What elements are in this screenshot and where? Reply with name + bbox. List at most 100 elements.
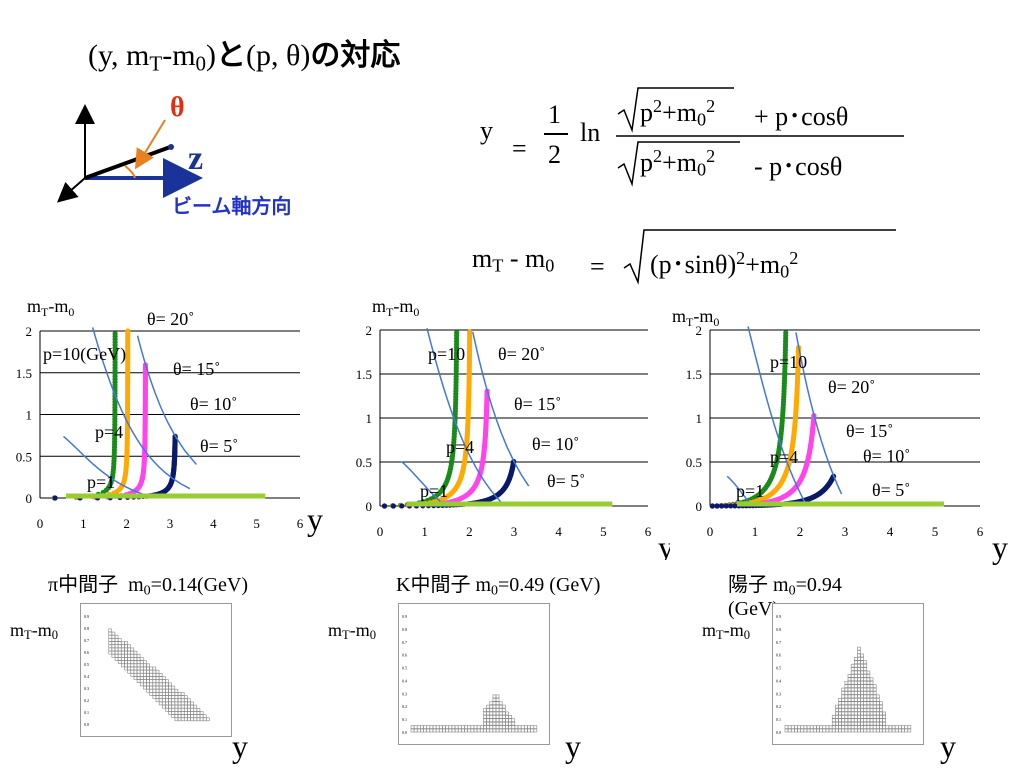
formula2-eq: = xyxy=(590,252,605,281)
mini-cell xyxy=(136,679,141,684)
mini-cell xyxy=(117,657,122,661)
mini-cell xyxy=(495,715,500,719)
mini-cell xyxy=(860,687,864,692)
mini-cell xyxy=(193,707,198,712)
y-tick-label: 2 xyxy=(26,324,33,339)
mini-cell xyxy=(841,691,845,695)
mini-cell xyxy=(124,657,128,661)
mini-cell xyxy=(860,670,864,675)
mini-cell xyxy=(114,638,119,642)
mini-cell xyxy=(111,647,116,652)
proton-mass-label: 陽子 m0=0.94 xyxy=(728,574,842,599)
mini-tick: 0.9 xyxy=(776,614,781,619)
mini-cell xyxy=(854,680,858,685)
mini-cell xyxy=(882,718,886,723)
mini-cell xyxy=(193,704,198,709)
mini-cell xyxy=(882,715,886,719)
mini-cell xyxy=(180,704,185,709)
mini-cell xyxy=(146,676,150,680)
mini-cell xyxy=(130,669,135,674)
mini-cell xyxy=(439,725,443,729)
mini-cell xyxy=(486,718,490,723)
mini-cell xyxy=(847,715,852,719)
mini-cell xyxy=(502,704,506,709)
mini-tick: 0.5 xyxy=(84,662,89,667)
mini-cell xyxy=(184,707,188,712)
mini-cell xyxy=(184,701,188,706)
mini-cell xyxy=(860,704,864,709)
mini-cell xyxy=(857,663,861,668)
mini-cell xyxy=(108,634,113,639)
mini-cell xyxy=(841,701,845,706)
mini-cell xyxy=(143,666,147,671)
mini-cell xyxy=(857,691,861,695)
mini-cell xyxy=(187,704,191,709)
mini-cell xyxy=(143,669,147,674)
mini-cell xyxy=(850,674,855,678)
mini-cell xyxy=(486,711,490,716)
mini-cell xyxy=(149,688,153,693)
mini-cell xyxy=(850,694,855,699)
mini-cell xyxy=(489,708,494,712)
mini-cell xyxy=(863,680,868,685)
mini-cell xyxy=(492,728,497,733)
k-chart: mT-m0 0 0.5 1 1.5 2 0 1 2 3 4 5 6 y p=10 θ= 20˚ θ= 15˚ p=… xyxy=(356,296,670,560)
mini-cell xyxy=(146,663,150,668)
chart-annotation: θ= 20˚ xyxy=(498,344,545,364)
chart-annotation: p=4 xyxy=(770,447,798,467)
mini-cell xyxy=(511,721,516,726)
mini-cell xyxy=(199,717,204,722)
mini-cell xyxy=(492,715,497,719)
mini-cell xyxy=(155,688,160,693)
mini-cell xyxy=(835,725,839,729)
mini-cell xyxy=(117,653,122,658)
mini-cell xyxy=(838,711,842,716)
mini-cell xyxy=(476,725,481,729)
mini-cell xyxy=(854,667,858,671)
mini-cell xyxy=(139,657,144,661)
mini-cell xyxy=(158,688,163,693)
mini-cell xyxy=(139,679,144,684)
mini-cell xyxy=(158,676,163,680)
mini-tick: 0.7 xyxy=(402,640,407,645)
mini-cell xyxy=(866,674,871,678)
mini-cell xyxy=(124,660,128,664)
mini-cell xyxy=(117,647,122,652)
mini-cell xyxy=(854,677,858,682)
mini-cell xyxy=(860,660,864,665)
mini-cell xyxy=(117,638,122,642)
mini-cell xyxy=(124,641,128,645)
mini-cell xyxy=(470,728,475,733)
chart-annotation: θ= 10˚ xyxy=(532,434,579,454)
mini-cell xyxy=(133,669,138,674)
mini-cell xyxy=(127,653,131,658)
theta-10-series xyxy=(52,362,149,501)
mini-cell xyxy=(480,728,484,733)
mini-cell xyxy=(168,711,172,715)
x-tick-label: 4 xyxy=(887,524,894,539)
mini-cell xyxy=(854,711,858,716)
mini-tick: 0.0 xyxy=(402,730,407,735)
chart-annotation: p=1 xyxy=(736,481,764,501)
mini-cell xyxy=(860,721,864,726)
mini-cell xyxy=(121,650,125,655)
mini-cell xyxy=(136,669,141,674)
mini-cell xyxy=(162,682,166,687)
mini-cell xyxy=(838,721,842,726)
mini2-xlabel: y xyxy=(565,728,581,764)
mini-cell xyxy=(819,728,823,733)
mini-cell xyxy=(139,673,144,677)
mini-cell xyxy=(863,721,868,726)
mini-cell xyxy=(498,721,503,726)
mini-cell xyxy=(111,634,116,639)
mini-cell xyxy=(514,725,519,729)
mini-cell xyxy=(505,725,509,729)
mini-cell xyxy=(876,715,880,719)
mini-cell xyxy=(863,715,868,719)
mini-cell xyxy=(429,725,434,729)
mini-cell xyxy=(508,728,512,733)
mini-cell xyxy=(841,704,845,709)
mini-cell xyxy=(171,714,176,718)
mini-cell xyxy=(451,728,456,733)
mini-cell xyxy=(136,660,141,664)
